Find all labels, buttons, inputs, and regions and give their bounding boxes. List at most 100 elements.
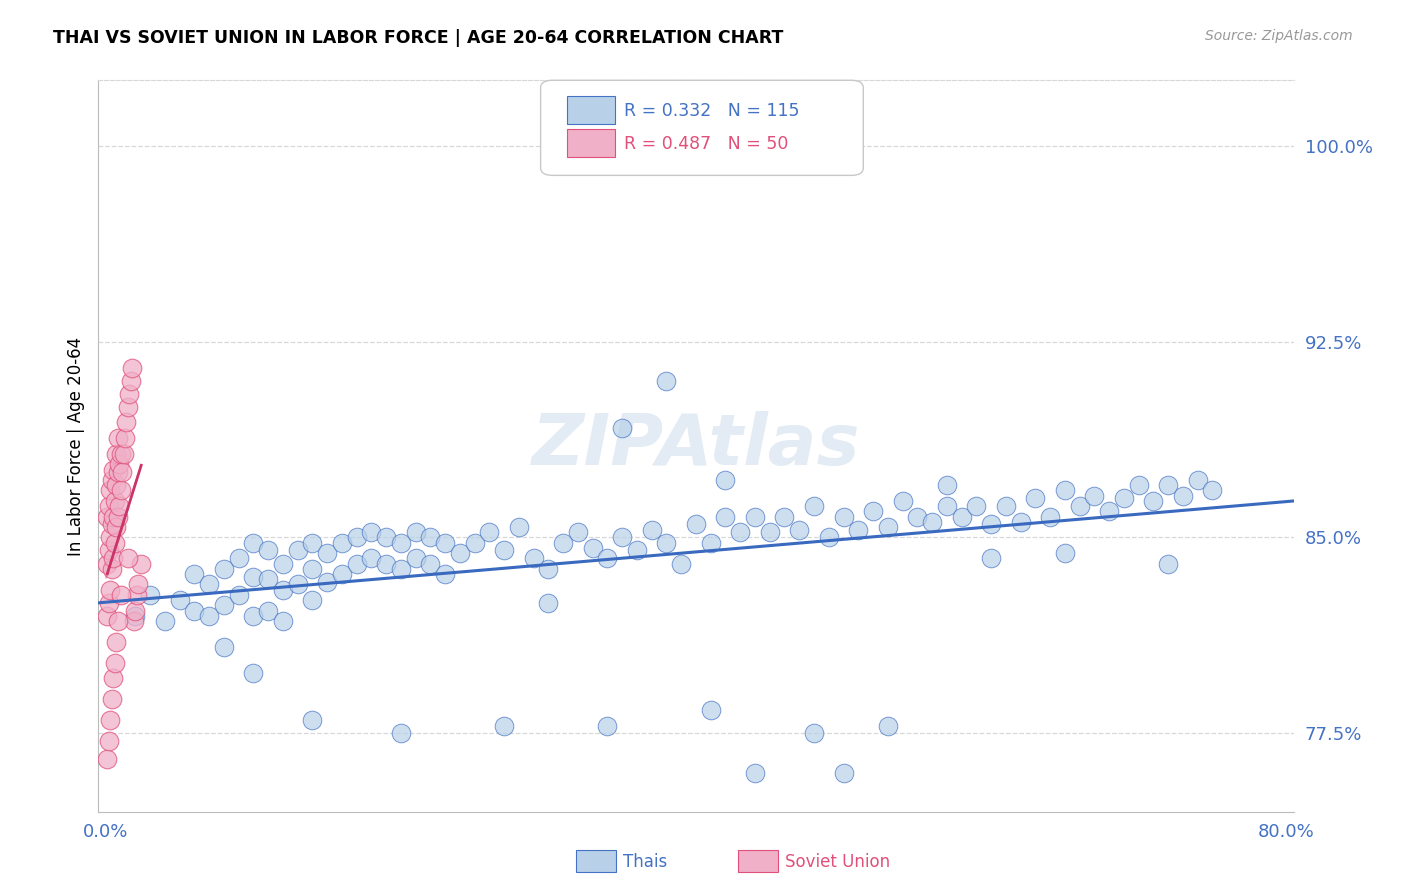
Point	[97, 596, 120, 610]
Point	[257, 543, 280, 558]
Point	[112, 447, 135, 461]
Point	[1157, 478, 1180, 492]
Point	[1039, 509, 1062, 524]
Point	[478, 525, 501, 540]
Point	[301, 562, 323, 576]
Point	[405, 551, 427, 566]
Point	[803, 499, 825, 513]
FancyBboxPatch shape	[541, 80, 863, 176]
Point	[817, 530, 839, 544]
Point	[980, 551, 1002, 566]
Point	[105, 520, 128, 534]
Point	[122, 614, 145, 628]
Point	[183, 604, 205, 618]
Point	[105, 447, 128, 461]
Point	[153, 614, 176, 628]
Point	[685, 517, 707, 532]
Point	[107, 465, 129, 479]
Point	[405, 525, 427, 540]
Point	[876, 520, 898, 534]
Point	[105, 635, 128, 649]
Point	[98, 582, 121, 597]
Point	[98, 530, 121, 544]
Point	[110, 447, 132, 461]
Point	[832, 509, 855, 524]
Point	[434, 535, 457, 549]
Point	[104, 535, 127, 549]
Point	[101, 462, 124, 476]
Point	[129, 557, 152, 571]
Point	[699, 703, 721, 717]
Text: Source: ZipAtlas.com: Source: ZipAtlas.com	[1205, 29, 1353, 43]
Point	[537, 596, 560, 610]
Point	[97, 499, 120, 513]
Point	[120, 374, 142, 388]
Point	[117, 400, 139, 414]
Point	[773, 509, 796, 524]
Point	[508, 520, 530, 534]
Point	[1069, 499, 1091, 513]
Point	[862, 504, 884, 518]
Point	[846, 523, 869, 537]
Point	[582, 541, 605, 555]
Point	[626, 543, 648, 558]
Point	[105, 478, 128, 492]
Point	[950, 509, 973, 524]
Point	[346, 530, 368, 544]
FancyBboxPatch shape	[567, 129, 614, 157]
Point	[100, 517, 122, 532]
Point	[389, 562, 412, 576]
Point	[121, 360, 143, 375]
Point	[360, 525, 382, 540]
Point	[169, 593, 191, 607]
Point	[699, 535, 721, 549]
Point	[104, 656, 127, 670]
Text: R = 0.487   N = 50: R = 0.487 N = 50	[624, 135, 789, 153]
Point	[671, 557, 693, 571]
Point	[228, 588, 250, 602]
Point	[1024, 491, 1046, 506]
Point	[1142, 494, 1164, 508]
Point	[994, 499, 1017, 513]
Point	[935, 499, 957, 513]
Point	[118, 386, 141, 401]
Point	[905, 509, 928, 524]
Point	[101, 672, 124, 686]
Point	[1112, 491, 1135, 506]
Point	[1187, 473, 1209, 487]
Point	[980, 517, 1002, 532]
Point	[124, 608, 146, 623]
Point	[596, 551, 619, 566]
Text: Soviet Union: Soviet Union	[785, 853, 890, 871]
Point	[115, 416, 138, 430]
Point	[271, 614, 294, 628]
Point	[965, 499, 987, 513]
Point	[101, 509, 124, 524]
Point	[257, 604, 280, 618]
Point	[98, 483, 121, 498]
Point	[100, 692, 122, 706]
Point	[271, 582, 294, 597]
Point	[108, 499, 131, 513]
Point	[287, 543, 309, 558]
Point	[655, 374, 678, 388]
Point	[96, 752, 118, 766]
Point	[1128, 478, 1150, 492]
Point	[198, 577, 221, 591]
Point	[301, 593, 323, 607]
Point	[1053, 483, 1076, 498]
Point	[107, 614, 129, 628]
Point	[111, 465, 134, 479]
Point	[96, 608, 118, 623]
Point	[114, 431, 136, 445]
Point	[553, 535, 575, 549]
Point	[346, 557, 368, 571]
Point	[125, 588, 148, 602]
Point	[242, 535, 264, 549]
Point	[567, 525, 589, 540]
Point	[100, 473, 122, 487]
Point	[389, 535, 412, 549]
Text: ZIPAtlas: ZIPAtlas	[531, 411, 860, 481]
Point	[419, 557, 441, 571]
Point	[1201, 483, 1223, 498]
